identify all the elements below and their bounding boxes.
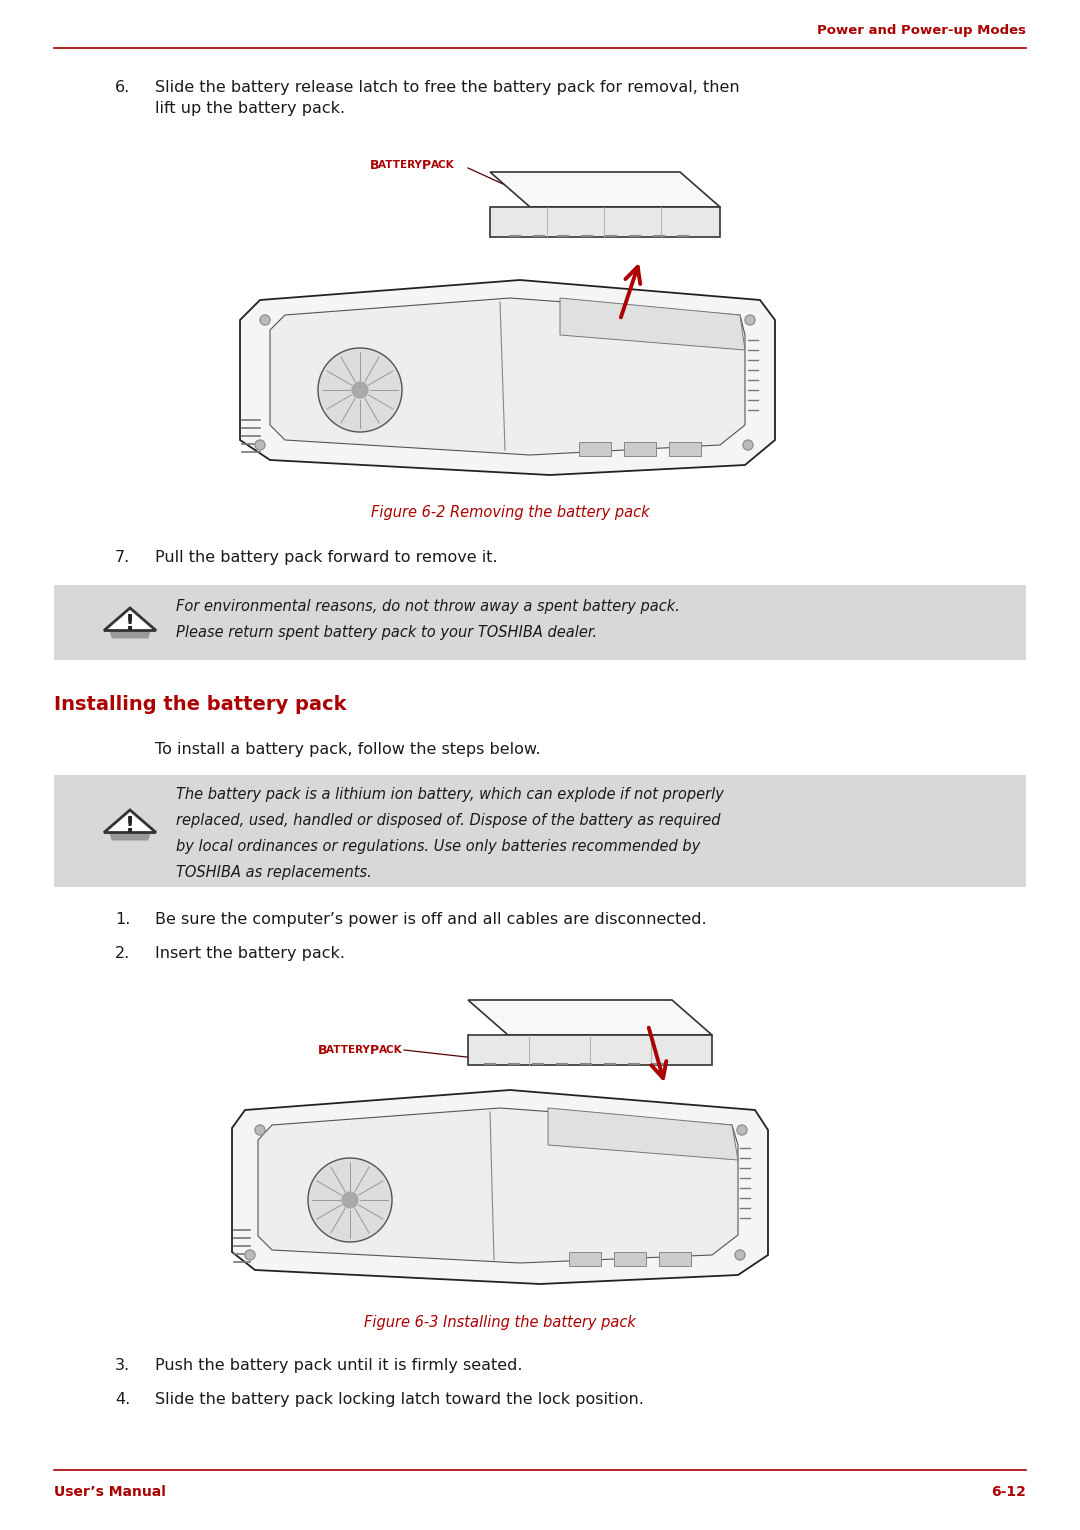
Polygon shape (240, 280, 775, 474)
Text: Figure 6-3 Installing the battery pack: Figure 6-3 Installing the battery pack (364, 1314, 636, 1330)
Text: Installing the battery pack: Installing the battery pack (54, 695, 347, 715)
Text: To install a battery pack, follow the steps below.: To install a battery pack, follow the st… (156, 742, 541, 757)
Circle shape (737, 1125, 747, 1135)
Polygon shape (109, 832, 151, 840)
Text: Figure 6-2 Removing the battery pack: Figure 6-2 Removing the battery pack (370, 505, 649, 520)
Text: ATTERY: ATTERY (378, 161, 426, 170)
Text: ATTERY: ATTERY (326, 1045, 374, 1056)
Text: !: ! (125, 614, 135, 635)
Text: For environmental reasons, do not throw away a spent battery pack.: For environmental reasons, do not throw … (176, 600, 680, 614)
Circle shape (260, 315, 270, 324)
Polygon shape (490, 207, 720, 237)
Text: ACK: ACK (379, 1045, 403, 1056)
Text: P: P (370, 1043, 379, 1057)
Circle shape (735, 1250, 745, 1261)
Text: replaced, used, handled or disposed of. Dispose of the battery as required: replaced, used, handled or disposed of. … (176, 812, 720, 828)
FancyBboxPatch shape (615, 1252, 646, 1265)
Text: 3.: 3. (114, 1359, 130, 1372)
Text: Pull the battery pack forward to remove it.: Pull the battery pack forward to remove … (156, 549, 498, 565)
Polygon shape (258, 1108, 738, 1262)
FancyBboxPatch shape (54, 584, 1026, 659)
Text: User’s Manual: User’s Manual (54, 1486, 166, 1499)
Text: B: B (370, 159, 379, 171)
Text: Please return spent battery pack to your TOSHIBA dealer.: Please return spent battery pack to your… (176, 624, 597, 640)
FancyBboxPatch shape (669, 442, 701, 456)
Text: Insert the battery pack.: Insert the battery pack. (156, 946, 345, 961)
Circle shape (308, 1158, 392, 1242)
FancyBboxPatch shape (579, 442, 611, 456)
Text: 1.: 1. (114, 912, 131, 927)
Polygon shape (270, 298, 745, 454)
Text: The battery pack is a lithium ion battery, which can explode if not properly: The battery pack is a lithium ion batter… (176, 786, 724, 802)
Polygon shape (548, 1108, 738, 1160)
Circle shape (745, 315, 755, 324)
Polygon shape (468, 1034, 712, 1065)
Text: P: P (422, 159, 431, 171)
Text: Push the battery pack until it is firmly seated.: Push the battery pack until it is firmly… (156, 1359, 523, 1372)
Polygon shape (561, 298, 745, 350)
Text: 6-12: 6-12 (991, 1486, 1026, 1499)
Circle shape (318, 347, 402, 431)
Circle shape (342, 1192, 357, 1209)
Text: 7.: 7. (114, 549, 131, 565)
Circle shape (245, 1250, 255, 1261)
Text: 2.: 2. (114, 946, 131, 961)
Text: 4.: 4. (114, 1392, 131, 1408)
Text: Slide the battery pack locking latch toward the lock position.: Slide the battery pack locking latch tow… (156, 1392, 644, 1408)
FancyBboxPatch shape (624, 442, 656, 456)
Text: !: ! (125, 815, 135, 837)
FancyBboxPatch shape (569, 1252, 600, 1265)
Text: by local ordinances or regulations. Use only batteries recommended by: by local ordinances or regulations. Use … (176, 838, 700, 854)
Text: Slide the battery release latch to free the battery pack for removal, then
lift : Slide the battery release latch to free … (156, 80, 740, 116)
Text: Be sure the computer’s power is off and all cables are disconnected.: Be sure the computer’s power is off and … (156, 912, 706, 927)
FancyBboxPatch shape (54, 776, 1026, 887)
Text: Power and Power-up Modes: Power and Power-up Modes (816, 23, 1026, 37)
Text: TOSHIBA as replacements.: TOSHIBA as replacements. (176, 864, 372, 880)
Polygon shape (104, 809, 156, 832)
Text: B: B (318, 1043, 327, 1057)
Polygon shape (109, 630, 151, 638)
Circle shape (352, 382, 368, 398)
Text: ACK: ACK (431, 161, 455, 170)
Polygon shape (104, 607, 156, 630)
Circle shape (255, 1125, 265, 1135)
Circle shape (255, 441, 265, 450)
Polygon shape (468, 1001, 712, 1034)
FancyBboxPatch shape (659, 1252, 691, 1265)
Polygon shape (232, 1089, 768, 1284)
Circle shape (743, 441, 753, 450)
Text: 6.: 6. (114, 80, 131, 95)
Polygon shape (490, 171, 720, 207)
